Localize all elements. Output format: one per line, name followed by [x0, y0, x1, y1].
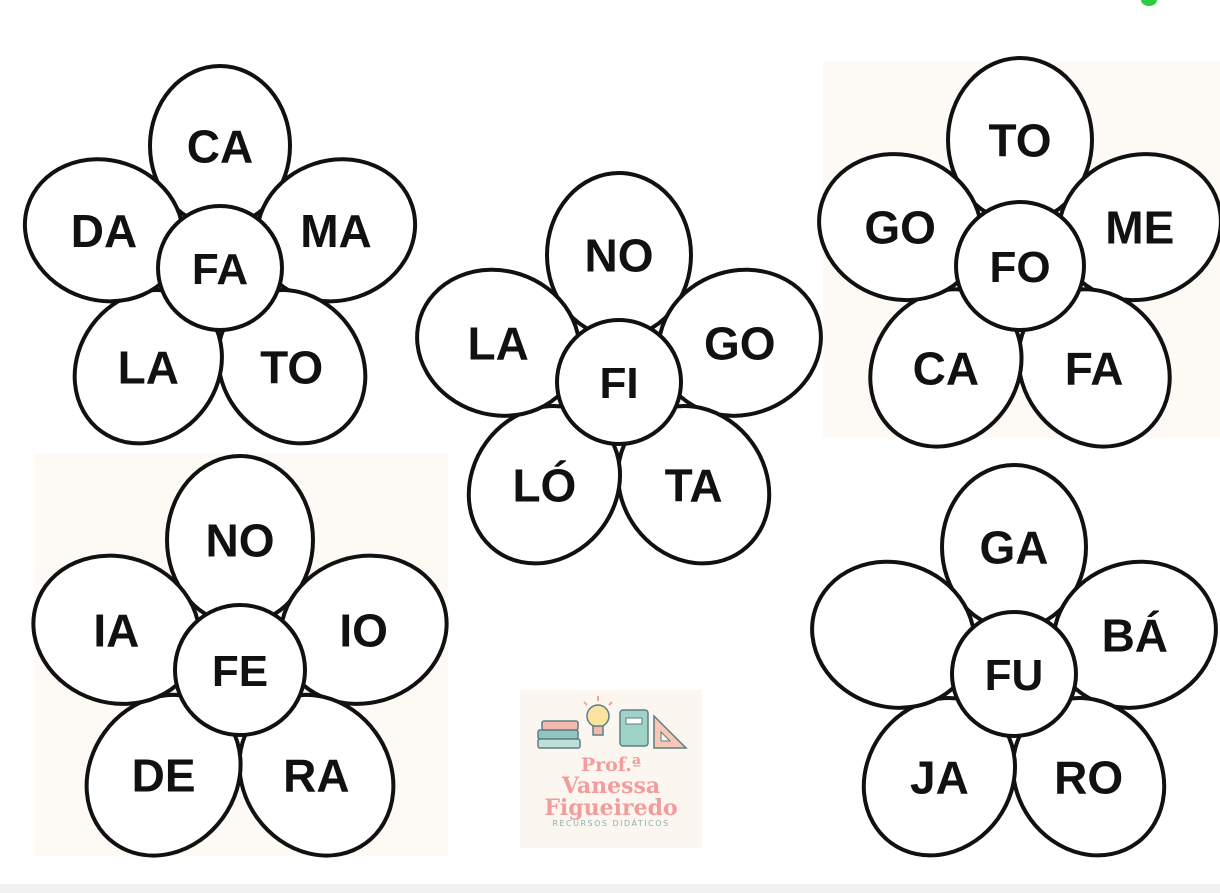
lightbulb-icon	[583, 696, 613, 736]
notebook-icon	[619, 709, 649, 747]
center-syllable: FE	[212, 647, 268, 696]
flower-5: GA BÁ RO JA FU	[810, 463, 1218, 858]
petal-syllable: IA	[93, 604, 139, 656]
center-syllable: FU	[985, 651, 1044, 700]
logo-tagline: RECURSOS DIDÁTICOS	[552, 819, 670, 828]
flower-4: NO IO RA DE IA FE	[31, 454, 449, 858]
ruler-triangle-icon	[653, 714, 688, 749]
flower-2: NO GO TA LÓ LA FI	[415, 171, 823, 566]
petal-syllable: DA	[71, 205, 137, 257]
petal-syllable: TO	[988, 115, 1051, 167]
petal-syllable: LA	[118, 341, 179, 393]
petal-syllable: LA	[468, 317, 529, 369]
petal-syllable: GA	[980, 522, 1049, 574]
logo-title-line2: Vanessa	[561, 773, 661, 799]
petal-syllable: TA	[665, 459, 723, 511]
flower-center	[173, 603, 307, 737]
petal-syllable: LÓ	[512, 459, 576, 511]
flower-1: CA MA TO LA DA FA	[22, 64, 418, 446]
petal-syllable: MA	[300, 205, 372, 257]
petal-syllable: ME	[1105, 202, 1174, 254]
petal-syllable: DE	[132, 750, 196, 802]
center-syllable: FI	[599, 359, 638, 408]
petal-syllable: IO	[339, 604, 388, 656]
books-icon	[537, 720, 581, 749]
petal-syllable: RA	[283, 750, 349, 802]
status-dot	[1141, 0, 1157, 6]
flower-3: TO ME FA CA GO FO	[817, 56, 1220, 449]
petal-syllable: TO	[260, 341, 323, 393]
petal-syllable: NO	[585, 230, 654, 282]
petal-syllable: JA	[910, 751, 969, 803]
logo-title-line1: Prof.ª	[580, 754, 642, 776]
logo-title-line3: Figueiredo	[544, 795, 678, 821]
petal-syllable: GO	[864, 202, 936, 254]
flower-center	[954, 200, 1086, 332]
flower-center	[950, 610, 1078, 738]
petal-syllable: CA	[187, 121, 253, 173]
petal-syllable: FA	[1065, 343, 1124, 395]
author-logo: Prof.ª Vanessa Figueiredo RECURSOS DIDÁT…	[520, 690, 702, 848]
center-syllable: FO	[989, 243, 1050, 292]
flower-center	[156, 204, 284, 332]
petal-syllable: BÁ	[1102, 609, 1168, 661]
bottom-edge	[0, 884, 1220, 893]
logo-icons	[537, 696, 688, 749]
flower-center	[555, 318, 683, 446]
center-syllable: FA	[192, 245, 248, 294]
petal-syllable: RO	[1054, 751, 1123, 803]
petal-syllable: GO	[704, 317, 776, 369]
petal-syllable: CA	[913, 343, 979, 395]
petal-syllable: NO	[206, 515, 275, 567]
